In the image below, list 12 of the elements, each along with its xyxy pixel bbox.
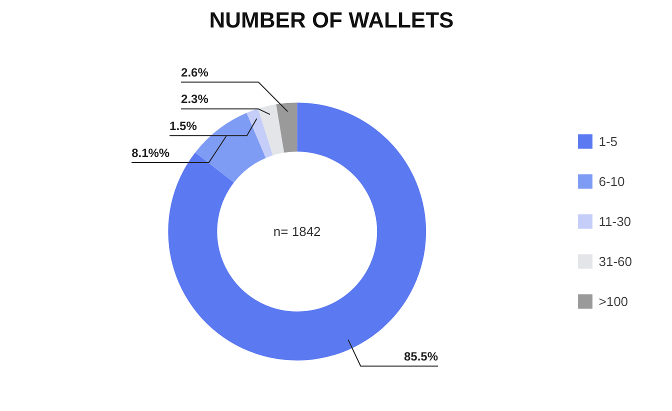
- legend-label: >100: [598, 294, 628, 308]
- text: n= 1842: [273, 224, 321, 240]
- data-label: 2.6%: [181, 65, 209, 80]
- data-label: 8.1%%: [132, 146, 170, 160]
- legend-label: 11-30: [598, 214, 632, 228]
- legend-label: 1-5: [598, 134, 619, 148]
- data-label: 1.5%: [170, 119, 198, 134]
- data-label: 2.3%: [181, 92, 209, 106]
- legend-label: 6-10: [598, 174, 625, 188]
- legend-label: 31-60: [598, 254, 632, 268]
- data-label: 85.5%: [404, 349, 438, 364]
- chart-title: NUMBER OF WALLETS: [209, 8, 454, 32]
